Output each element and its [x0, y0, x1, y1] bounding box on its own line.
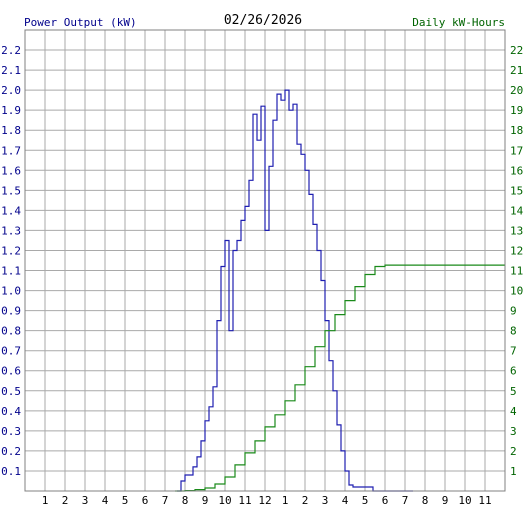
y-left-tick-label: 1.9	[1, 104, 21, 117]
x-tick-label: 4	[342, 494, 349, 507]
x-tick-label: 6	[142, 494, 149, 507]
y-left-tick-label: 2.0	[1, 84, 21, 97]
x-tick-label: 8	[422, 494, 429, 507]
power-output-line	[177, 89, 413, 492]
y-right-tick-label: 7	[510, 345, 517, 358]
y-right-tick-label: 20	[510, 84, 523, 97]
y-left-tick-label: 0.9	[1, 305, 21, 318]
y-left-tick-label: 1.0	[1, 285, 21, 298]
y-left-tick-labels: 0.1 0.2 0.3 0.4 0.5 0.6 0.7 0.8 0.9 1.0 1.1 1.2 1.3 1…	[1, 44, 21, 478]
y-right-tick-label: 15	[510, 184, 523, 197]
y-right-tick-label: 4	[510, 405, 517, 418]
y-right-tick-label: 13	[510, 224, 523, 237]
daily-kwh-line	[175, 264, 505, 492]
x-tick-label: 1	[42, 494, 49, 507]
x-tick-label: 9	[202, 494, 209, 507]
x-tick-label: 10	[218, 494, 231, 507]
x-axis-tick-labels: 1 2 3 4 5 6 7 8 9 10 11 12 1 2 3 4 5 6 7 8 9 10 11	[42, 494, 492, 507]
y-left-tick-label: 0.1	[1, 465, 21, 478]
x-tick-label: 2	[62, 494, 69, 507]
y-left-tick-label: 1.8	[1, 124, 21, 137]
x-tick-label: 12	[258, 494, 271, 507]
y-left-tick-label: 1.7	[1, 144, 21, 157]
y-right-tick-label: 12	[510, 244, 523, 257]
x-tick-label: 5	[122, 494, 129, 507]
y-left-tick-label: 2.2	[1, 44, 21, 57]
chart-title: 02/26/2026	[224, 13, 302, 28]
x-tick-label: 8	[182, 494, 189, 507]
y-right-tick-label: 2	[510, 445, 517, 458]
y-right-tick-label: 9	[510, 305, 517, 318]
x-tick-label: 5	[362, 494, 369, 507]
y-left-tick-label: 1.6	[1, 164, 21, 177]
x-tick-label: 7	[402, 494, 409, 507]
series-lines	[175, 89, 505, 492]
y-left-tick-label: 0.5	[1, 385, 21, 398]
y-left-tick-label: 0.7	[1, 345, 21, 358]
x-tick-label: 10	[458, 494, 471, 507]
y-left-tick-label: 2.1	[1, 64, 21, 77]
x-tick-label: 2	[302, 494, 309, 507]
x-tick-label: 6	[382, 494, 389, 507]
y-left-tick-label: 0.2	[1, 445, 21, 458]
y-left-axis-title: Power Output (kW)	[24, 16, 137, 29]
y-left-tick-label: 1.1	[1, 265, 21, 278]
y-left-tick-label: 1.4	[1, 204, 21, 217]
x-tick-label: 7	[162, 494, 169, 507]
y-left-tick-label: 0.8	[1, 325, 21, 338]
y-right-tick-label: 5	[510, 385, 517, 398]
y-left-tick-label: 0.3	[1, 425, 21, 438]
x-tick-label: 11	[238, 494, 251, 507]
y-right-tick-label: 6	[510, 365, 517, 378]
y-left-tick-label: 0.4	[1, 405, 21, 418]
y-right-tick-label: 22	[510, 44, 523, 57]
y-left-tick-label: 0.6	[1, 365, 21, 378]
y-right-tick-label: 8	[510, 325, 517, 338]
plot-area-border	[24, 29, 506, 492]
x-tick-label: 1	[282, 494, 289, 507]
y-right-tick-label: 14	[510, 204, 524, 217]
y-right-tick-label: 11	[510, 265, 523, 278]
x-tick-label: 11	[478, 494, 491, 507]
y-right-tick-label: 18	[510, 124, 523, 137]
y-right-tick-label: 19	[510, 104, 523, 117]
y-right-tick-label: 17	[510, 144, 523, 157]
x-tick-label: 4	[102, 494, 109, 507]
y-right-tick-label: 10	[510, 285, 523, 298]
x-tick-label: 9	[442, 494, 449, 507]
y-left-tick-label: 1.3	[1, 224, 21, 237]
y-right-tick-label: 3	[510, 425, 517, 438]
y-right-axis-title: Daily kW-Hours	[412, 16, 505, 29]
y-right-tick-label: 16	[510, 164, 523, 177]
y-left-tick-label: 1.2	[1, 244, 21, 257]
y-right-tick-label: 21	[510, 64, 523, 77]
y-right-tick-label: 1	[510, 465, 517, 478]
x-tick-label: 3	[82, 494, 89, 507]
x-tick-label: 3	[322, 494, 329, 507]
y-left-tick-label: 1.5	[1, 184, 21, 197]
